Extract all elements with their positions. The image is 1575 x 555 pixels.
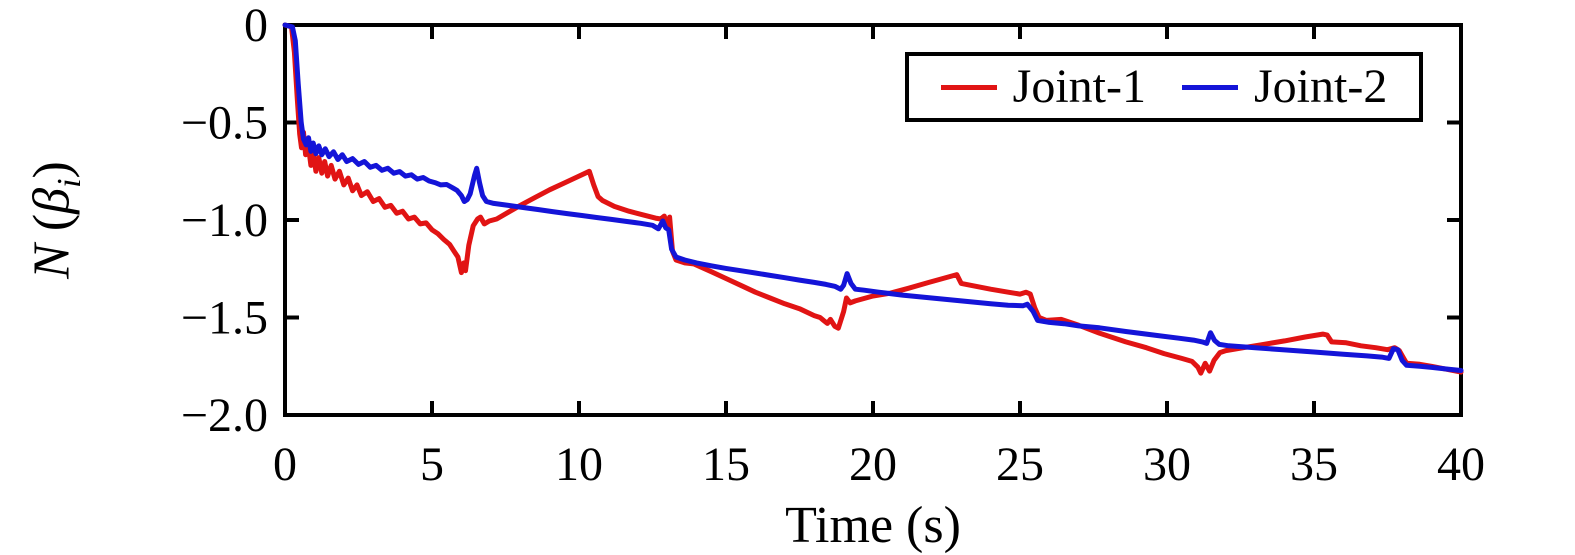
legend-label-joint-1: Joint-1 (1012, 60, 1146, 113)
x-tick-label: 15 (702, 438, 750, 491)
x-tick-label: 35 (1290, 438, 1338, 491)
y-tick-label: −2.0 (181, 389, 268, 442)
x-tick-label: 40 (1437, 438, 1485, 491)
y-axis-label: N (βi) (23, 161, 88, 279)
y-axis-label-subscript: i (50, 178, 88, 188)
legend-line-joint-2 (1182, 84, 1238, 90)
y-tick-label: 0 (244, 0, 268, 52)
series-joint-2-line (282, 22, 1464, 373)
legend-item-joint-1: Joint-1 (940, 60, 1146, 113)
legend: Joint-1 Joint-2 (905, 52, 1423, 122)
y-axis-label-open: ( (23, 213, 81, 245)
series-joint-1-line (282, 22, 1464, 376)
y-tick-label: −1.5 (181, 292, 268, 345)
legend-line-joint-1 (940, 84, 997, 90)
legend-item-joint-2: Joint-2 (1182, 63, 1387, 111)
x-axis-label: Time (s) (785, 497, 961, 554)
y-axis-label-close: ) (23, 161, 81, 179)
x-tick-label: 5 (420, 438, 444, 491)
x-tick-label: 20 (849, 438, 897, 491)
beta-symbol: β (23, 187, 81, 214)
y-tick-label: −1.0 (181, 194, 268, 247)
legend-label-joint-2: Joint-2 (1254, 60, 1388, 113)
y-tick-label: −0.5 (181, 97, 268, 150)
x-tick-label: 10 (555, 438, 603, 491)
x-tick-label: 30 (1143, 438, 1191, 491)
x-tick-label: 0 (273, 438, 297, 491)
y-axis-label-var: N (23, 244, 81, 279)
x-tick-label: 25 (996, 438, 1044, 491)
